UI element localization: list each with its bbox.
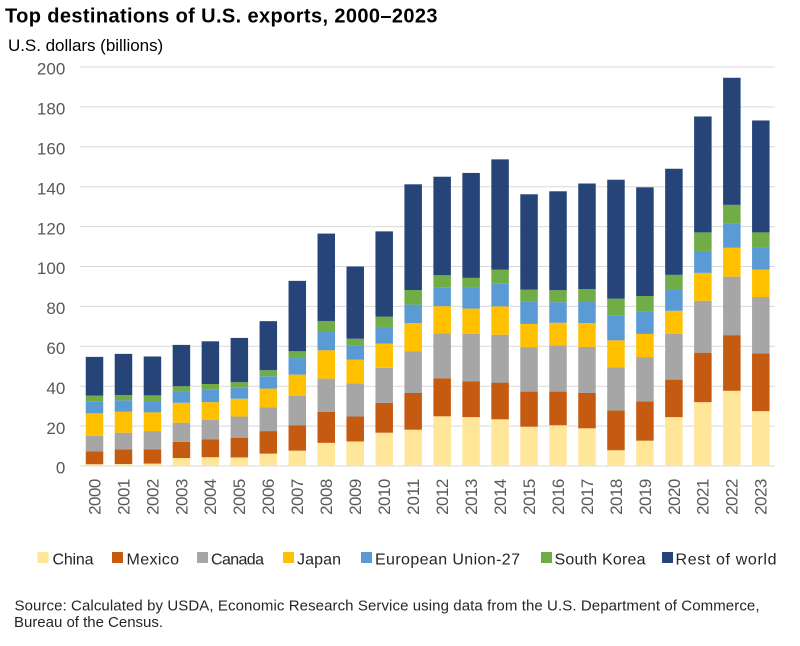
- svg-text:2023: 2023: [752, 479, 771, 515]
- svg-text:120: 120: [37, 219, 65, 238]
- svg-text:2002: 2002: [143, 479, 162, 515]
- svg-text:2010: 2010: [375, 479, 394, 515]
- svg-text:2006: 2006: [259, 479, 278, 515]
- svg-text:20: 20: [46, 419, 65, 438]
- svg-text:U.S. dollars (billions): U.S. dollars (billions): [8, 36, 163, 55]
- svg-text:2004: 2004: [201, 479, 220, 515]
- svg-text:2011: 2011: [404, 479, 423, 515]
- svg-text:180: 180: [37, 100, 65, 119]
- svg-text:40: 40: [46, 379, 65, 398]
- svg-text:80: 80: [46, 299, 65, 318]
- svg-text:2000: 2000: [85, 479, 104, 515]
- svg-text:140: 140: [37, 179, 65, 198]
- svg-text:2022: 2022: [723, 479, 742, 515]
- svg-text:European Union-27: European Union-27: [375, 551, 520, 568]
- svg-text:Bureau of the Census.: Bureau of the Census.: [14, 614, 163, 631]
- svg-text:2005: 2005: [230, 479, 249, 515]
- svg-text:2008: 2008: [317, 479, 336, 515]
- svg-text:160: 160: [37, 140, 65, 159]
- svg-text:2012: 2012: [433, 479, 452, 515]
- svg-text:Mexico: Mexico: [127, 551, 180, 568]
- svg-text:60: 60: [46, 339, 65, 358]
- svg-text:2017: 2017: [578, 479, 597, 515]
- svg-text:2003: 2003: [172, 479, 191, 515]
- svg-text:Japan: Japan: [297, 551, 341, 568]
- svg-text:South Korea: South Korea: [555, 551, 646, 568]
- svg-text:100: 100: [37, 259, 65, 278]
- svg-text:2015: 2015: [520, 479, 539, 515]
- svg-text:2019: 2019: [636, 479, 655, 515]
- svg-text:2014: 2014: [491, 479, 510, 515]
- svg-text:Canada: Canada: [211, 551, 264, 568]
- svg-text:2009: 2009: [346, 479, 365, 515]
- svg-text:2013: 2013: [462, 479, 481, 515]
- svg-text:0: 0: [56, 459, 65, 478]
- svg-text:2001: 2001: [114, 479, 133, 515]
- svg-text:Rest of world: Rest of world: [676, 551, 777, 568]
- svg-text:2021: 2021: [694, 479, 713, 515]
- svg-text:200: 200: [37, 60, 65, 79]
- svg-text:2016: 2016: [549, 479, 568, 515]
- svg-text:Top destinations of U.S. expor: Top destinations of U.S. exports, 2000–2…: [5, 5, 438, 27]
- svg-text:2007: 2007: [288, 479, 307, 515]
- svg-text:2018: 2018: [607, 479, 626, 515]
- svg-text:2020: 2020: [665, 479, 684, 515]
- svg-text:Source: Calculated by USDA, Ec: Source: Calculated by USDA, Economic Res…: [15, 598, 760, 615]
- svg-text:China: China: [53, 551, 94, 568]
